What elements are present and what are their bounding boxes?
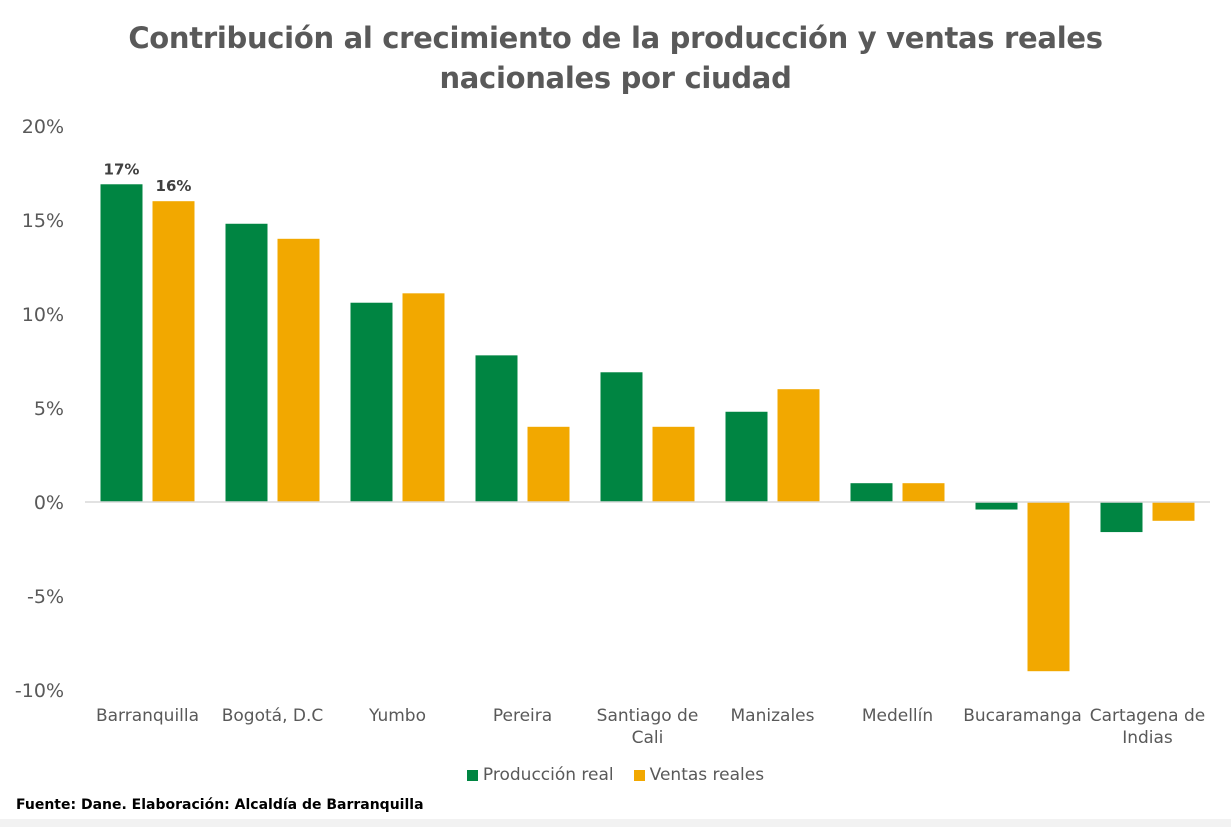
y-tick-label: -5% — [27, 586, 64, 608]
data-label: 17% — [104, 160, 140, 178]
bar-production — [475, 355, 518, 502]
x-category-label: Bogotá, D.C — [222, 706, 324, 726]
data-labels: 17% 16% — [104, 160, 192, 195]
bar-production — [350, 302, 393, 502]
bar-sales — [777, 389, 820, 502]
bar-sales — [527, 426, 570, 502]
bar-sales — [402, 293, 445, 502]
bar-production — [100, 184, 143, 502]
bar-sales — [1027, 502, 1070, 672]
x-category-label: Manizales — [731, 706, 815, 726]
x-category-label: Pereira — [493, 706, 552, 726]
bar-sales — [902, 483, 945, 502]
legend: Producción real Ventas reales — [0, 765, 1231, 785]
y-axis: 20% 15% 10% 5% 0% -5% -10% — [15, 116, 64, 702]
bar-sales — [277, 238, 320, 503]
y-tick-label: 5% — [34, 398, 64, 420]
source-note: Fuente: Dane. Elaboración: Alcaldía de B… — [16, 797, 424, 813]
y-tick-label: 10% — [22, 304, 64, 326]
legend-item-sales: Ventas reales — [633, 765, 765, 785]
y-tick-label: 15% — [22, 210, 64, 232]
x-category-label: Medellín — [862, 706, 933, 726]
x-category-label: Barranquilla — [96, 706, 199, 726]
x-category-label: Bucaramanga — [963, 706, 1082, 726]
legend-label-sales: Ventas reales — [649, 765, 765, 785]
chart-title-line-1: Contribución al crecimiento de la produc… — [128, 21, 1103, 55]
bar-production — [975, 502, 1018, 510]
bar-sales — [652, 426, 695, 502]
chart-title: Contribución al crecimiento de la produc… — [0, 18, 1231, 98]
legend-label-production: Producción real — [482, 765, 614, 785]
x-axis: Barranquilla Bogotá, D.C Yumbo Pereira Santi… — [96, 706, 1205, 748]
bars — [100, 184, 1195, 672]
bar-production — [225, 223, 268, 502]
y-tick-label: 20% — [22, 116, 64, 138]
bar-production — [600, 372, 643, 502]
bar-sales — [1152, 502, 1195, 521]
data-label: 16% — [156, 177, 192, 195]
x-category-label: Cartagena de Indias — [1090, 706, 1205, 748]
bar-production — [725, 411, 768, 502]
legend-swatch-sales — [633, 769, 645, 781]
bar-production — [850, 483, 893, 502]
x-category-label: Santiago de Cali — [597, 706, 699, 748]
x-category-label: Yumbo — [368, 706, 426, 726]
y-tick-label: 0% — [34, 492, 64, 514]
bottom-strip — [0, 819, 1231, 827]
bar-sales — [152, 201, 195, 502]
legend-item-production: Producción real — [466, 765, 614, 785]
legend-swatch-production — [466, 769, 478, 781]
bar-production — [1100, 502, 1143, 533]
chart-title-line-2: nacionales por ciudad — [439, 61, 792, 95]
y-tick-label: -10% — [15, 680, 64, 702]
